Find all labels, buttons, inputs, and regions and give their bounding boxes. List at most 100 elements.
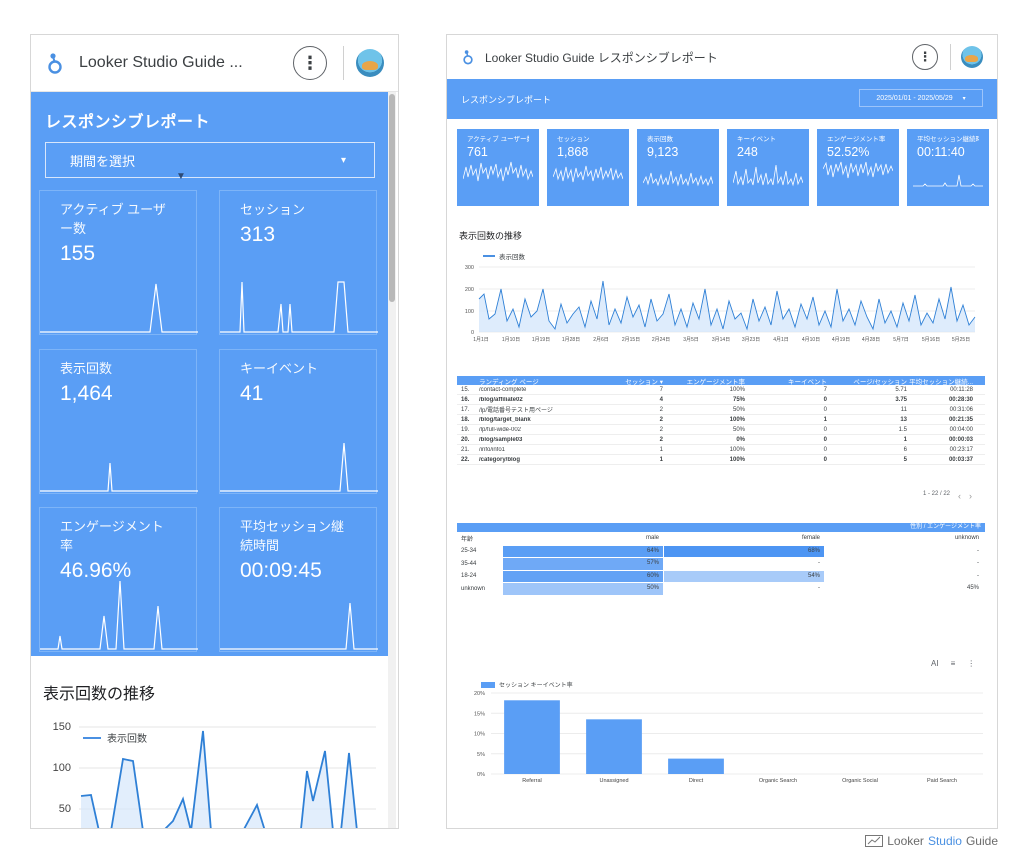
heatmap-cell: 54%: [664, 570, 824, 582]
cell-engagement: 50%: [732, 406, 745, 413]
prev-page-button[interactable]: ‹: [958, 491, 962, 501]
sparkline: [823, 161, 893, 179]
table-row[interactable]: 16. /blog/affiliate02 4 75% 0 3.75 00:28:30: [457, 395, 985, 405]
x-tick-label: 5月25日: [952, 337, 970, 343]
date-range-selector[interactable]: 2025/01/01 - 2025/05/29 ▾: [859, 89, 983, 107]
chart-section-title: 表示回数の推移: [459, 231, 523, 241]
scorecard-avg-session-duration[interactable]: 平均セッション継続時間 00:09:45: [219, 507, 378, 653]
sparkline: [220, 442, 378, 492]
drag-handle-icon: ▼: [176, 171, 186, 182]
next-page-button[interactable]: ›: [969, 491, 973, 501]
ai-insights-icon[interactable]: AI: [931, 659, 939, 668]
scorecard-row: アクティブ ユーザー数 761 セッション 1,868 表示回数 9,123 キ…: [457, 129, 989, 206]
y-tick-label: 0%: [477, 772, 485, 778]
x-tick-label: 3月5日: [683, 337, 699, 343]
column-header-engagement-rate[interactable]: エンゲージメント率: [686, 378, 745, 386]
scorecard-active-users[interactable]: アクティブ ユーザー数 155: [39, 190, 198, 335]
sparkline: [463, 161, 533, 182]
scorecard-label: アクティブ ユーザー数: [467, 136, 529, 143]
cell-sessions: 1: [659, 446, 663, 453]
scorecard-label: 平均セッション継続時間: [240, 519, 345, 554]
scorecard-label: 平均セッション継続時間: [917, 136, 979, 143]
heatmap-cell: -: [818, 560, 820, 566]
y-tick-label: 10%: [474, 732, 485, 738]
table-row[interactable]: 19. /lp/full-wide-002 2 50% 0 1.5 00:04:00: [457, 425, 985, 435]
landing-page-table: ランディング ページ セッション ▾ エンゲージメント率 キーイベント ページ/…: [457, 376, 985, 465]
column-header-landing-page[interactable]: ランディング ページ: [479, 378, 539, 386]
scorecard-active-users[interactable]: アクティブ ユーザー数 761: [457, 129, 539, 206]
table-row[interactable]: 21. /info/info1 1 100% 0 6 00:23:17: [457, 445, 985, 455]
chart-logo-icon: [865, 835, 884, 847]
scrollbar-thumb[interactable]: [389, 94, 395, 302]
heatmap-cell: -: [977, 572, 979, 579]
cell-duration: 00:31:06: [949, 406, 973, 413]
scorecard-label: 表示回数: [647, 136, 673, 143]
heatmap-header-row: 年齢 male female unknown: [457, 533, 985, 545]
column-header-sessions[interactable]: セッション ▾: [625, 378, 663, 386]
scorecard-key-events[interactable]: キーイベント 248: [727, 129, 809, 206]
cell-duration: 00:04:00: [949, 426, 973, 433]
x-tick-label: Direct: [689, 778, 704, 784]
heatmap-header: unknown: [954, 535, 979, 541]
more-options-button[interactable]: ⋮: [912, 44, 938, 70]
period-selector[interactable]: 期間を選択 ▾ ▼: [45, 142, 375, 182]
desktop-header: Looker Studio Guide レスポンシブレポート ⋮: [447, 35, 997, 79]
more-options-button[interactable]: ⋮: [293, 46, 327, 80]
scorecard-engagement-rate[interactable]: エンゲージメント率 52.52%: [817, 129, 899, 206]
sparkline: [40, 462, 198, 492]
chart-toolbar: AI ≡ ⋮: [931, 659, 975, 668]
cell-engagement: 0%: [736, 436, 745, 443]
scorecard-views[interactable]: 表示回数 1,464: [39, 348, 198, 494]
table-row[interactable]: 18. /blog/target_blank 2 100% 1 13 00:21:35: [457, 415, 985, 425]
x-tick-label: Paid Search: [927, 778, 957, 784]
y-tick-label: 100: [465, 309, 474, 315]
scorecard-views[interactable]: 表示回数 9,123: [637, 129, 719, 206]
user-avatar[interactable]: [356, 49, 384, 77]
heatmap-age: 25-34: [461, 548, 477, 555]
heatmap-row: 35-44 57% - -: [457, 558, 985, 570]
cell-pages-per-session: 5: [903, 456, 907, 463]
x-tick-label: 2月24日: [652, 337, 670, 343]
cell-sessions: 1: [659, 456, 663, 463]
scorecard-label: エンゲージメント率: [827, 136, 886, 143]
table-row[interactable]: 17. /lp/電話番号テスト用ページ 2 50% 0 11 00:31:06: [457, 405, 985, 415]
cell-engagement: 100%: [729, 386, 745, 393]
x-tick-label: 4月28日: [862, 337, 880, 343]
column-header-pages-per-session[interactable]: ページ/セッション: [853, 378, 907, 386]
key-event-rate-bar-chart: 20% 15% 10% 5% 0% Referral Unassigned Direct Org…: [474, 691, 983, 784]
scorecard-key-events[interactable]: キーイベント 41: [219, 348, 378, 494]
cell-pages-per-session: 13: [900, 416, 907, 423]
table-row[interactable]: 22. /category/blog 1 100% 0 5 00:03:37: [457, 455, 985, 465]
filter-icon[interactable]: ≡: [950, 659, 956, 668]
user-avatar[interactable]: [961, 46, 983, 68]
brand-logo: Looker Studio Guide: [865, 834, 998, 848]
table-row[interactable]: 20. /blog/sample03 2 0% 0 1 00:00:03: [457, 435, 985, 445]
cell-key-events: 7: [823, 386, 827, 393]
legend-line-icon: [483, 255, 495, 257]
scorecard-sessions[interactable]: セッション 1,868: [547, 129, 629, 206]
cell-engagement: 100%: [729, 416, 745, 423]
heatmap-row: 25-34 64% 68% -: [457, 545, 985, 557]
column-header-key-events[interactable]: キーイベント: [788, 378, 827, 386]
brand-studio: Studio: [927, 834, 962, 848]
x-tick-label: Organic Social: [842, 778, 878, 784]
column-header-avg-duration[interactable]: 平均セッション継続...: [909, 378, 973, 386]
sparkline: [643, 170, 713, 187]
x-tick-label: 3月23日: [742, 337, 760, 343]
row-number: 17.: [461, 406, 470, 413]
scorecard-avg-session-duration[interactable]: 平均セッション継続時間 00:11:40: [907, 129, 989, 206]
heatmap-title: 性別 / エンゲージメント率: [457, 523, 985, 532]
desktop-report-preview: Looker Studio Guide レスポンシブレポート ⋮ レスポンシブレ…: [446, 34, 998, 829]
heatmap-header: female: [801, 535, 820, 541]
x-tick-label: 1月1日: [473, 337, 489, 343]
heatmap-cell: -: [977, 547, 979, 554]
chart-legend: 表示回数: [83, 730, 389, 745]
scorecard-engagement-rate[interactable]: エンゲージメント率 46.96%: [39, 507, 198, 653]
scorecard-sessions[interactable]: セッション 313: [219, 190, 378, 335]
vertical-scrollbar[interactable]: [388, 92, 396, 828]
scorecard-grid: アクティブ ユーザー数 155 セッション 313 表示回数 1,464 キーイ…: [31, 180, 389, 656]
more-vert-icon[interactable]: ⋮: [967, 659, 976, 668]
table-row[interactable]: 15. /contact-complete 7 100% 7 5.71 00:11:28: [457, 385, 985, 395]
report-title: Looker Studio Guide ...: [79, 54, 243, 71]
scorecard-label: キーイベント: [240, 360, 319, 376]
